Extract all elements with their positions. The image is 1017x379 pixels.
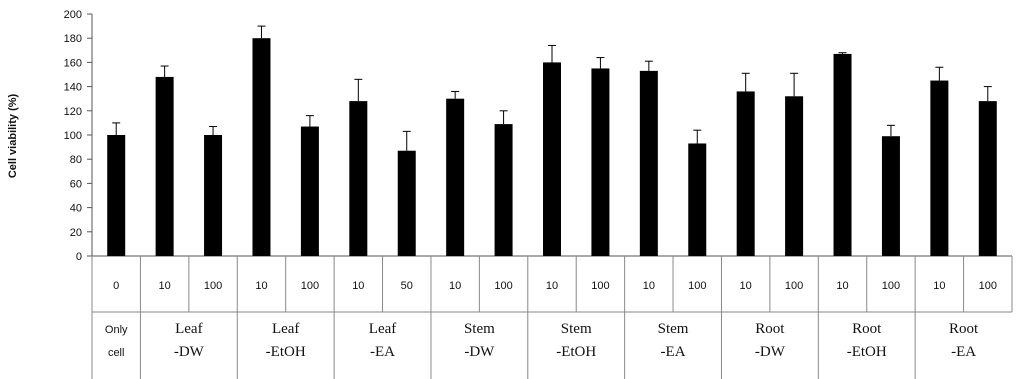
y-tick-label: 80 xyxy=(70,154,82,166)
bar xyxy=(978,101,997,257)
dose-label: 100 xyxy=(591,280,609,292)
dose-label: 10 xyxy=(449,280,461,292)
y-tick-label: 120 xyxy=(64,106,82,118)
y-tick-label: 0 xyxy=(76,251,82,263)
group-label-line1: Stem xyxy=(658,321,689,337)
bar xyxy=(300,126,319,256)
bars xyxy=(107,25,997,257)
bar xyxy=(785,96,804,256)
dose-label: 100 xyxy=(979,280,997,292)
bar xyxy=(446,98,465,256)
group-label-line2: -EtOH xyxy=(556,344,596,360)
bar xyxy=(930,80,949,256)
dose-label: 100 xyxy=(688,280,706,292)
bar xyxy=(688,143,707,256)
bar xyxy=(155,76,174,256)
dose-label: 50 xyxy=(401,280,413,292)
bar xyxy=(494,124,513,256)
bar xyxy=(252,38,271,257)
bar xyxy=(591,68,610,256)
y-tick-label: 60 xyxy=(70,178,82,190)
y-tick-label: 200 xyxy=(64,9,82,21)
group-label-line1: Stem xyxy=(561,321,592,337)
group-label-line1: Leaf xyxy=(175,321,202,337)
dose-label: 10 xyxy=(643,280,655,292)
group-label-line1: Leaf xyxy=(369,321,396,337)
dose-label: 10 xyxy=(933,280,945,292)
dose-label: 10 xyxy=(159,280,171,292)
group-label-line1: Root xyxy=(755,321,785,337)
bar xyxy=(349,101,368,257)
y-tick-label: 160 xyxy=(64,57,82,69)
dose-label: 100 xyxy=(882,280,900,292)
x-axis-table: 0 10 100 10 100 10 50 10 100 10 100 10 100 10 100 10 100… xyxy=(91,256,1013,379)
y-tick-label: 140 xyxy=(64,82,82,94)
dose-label: 0 xyxy=(113,280,119,292)
bar xyxy=(397,150,416,256)
y-axis-label: Cell viability (%) xyxy=(7,93,19,178)
dose-label: 10 xyxy=(255,280,267,292)
bar xyxy=(107,135,126,256)
bar xyxy=(881,136,900,256)
dose-label: 100 xyxy=(204,280,222,292)
group-label-line2: -DW xyxy=(174,344,205,360)
group-label-line1: Root xyxy=(852,321,882,337)
bar xyxy=(543,62,561,257)
y-tick-label: 100 xyxy=(64,130,82,142)
group-label-line2: -EA xyxy=(951,344,976,360)
group-label-line2: -EtOH xyxy=(266,344,306,360)
group-label-line2: -DW xyxy=(755,344,786,360)
dose-label: 100 xyxy=(301,280,319,292)
group-label-line2: -EtOH xyxy=(847,344,887,360)
dose-label: 10 xyxy=(740,280,752,292)
group-label-line2: -DW xyxy=(464,344,495,360)
bar xyxy=(204,135,223,256)
group-label-line2: cell xyxy=(108,347,125,359)
group-label-line2: -EA xyxy=(661,344,686,360)
group-label-line1: Root xyxy=(949,321,979,337)
dose-label: 10 xyxy=(546,280,558,292)
dose-label: 10 xyxy=(836,280,848,292)
group-label-line1: Stem xyxy=(464,321,495,337)
bar xyxy=(736,91,755,256)
dose-label: 100 xyxy=(785,280,803,292)
dose-label: 100 xyxy=(494,280,512,292)
dose-label: 10 xyxy=(352,280,364,292)
bar xyxy=(833,53,852,257)
bar xyxy=(639,70,658,257)
group-label-line1: Leaf xyxy=(272,321,299,337)
y-tick-label: 40 xyxy=(70,203,82,215)
y-tick-label: 20 xyxy=(70,227,82,239)
y-tick-label: 180 xyxy=(64,33,82,45)
group-label-line1: Only xyxy=(105,324,128,336)
group-label-line2: -EA xyxy=(370,344,395,360)
